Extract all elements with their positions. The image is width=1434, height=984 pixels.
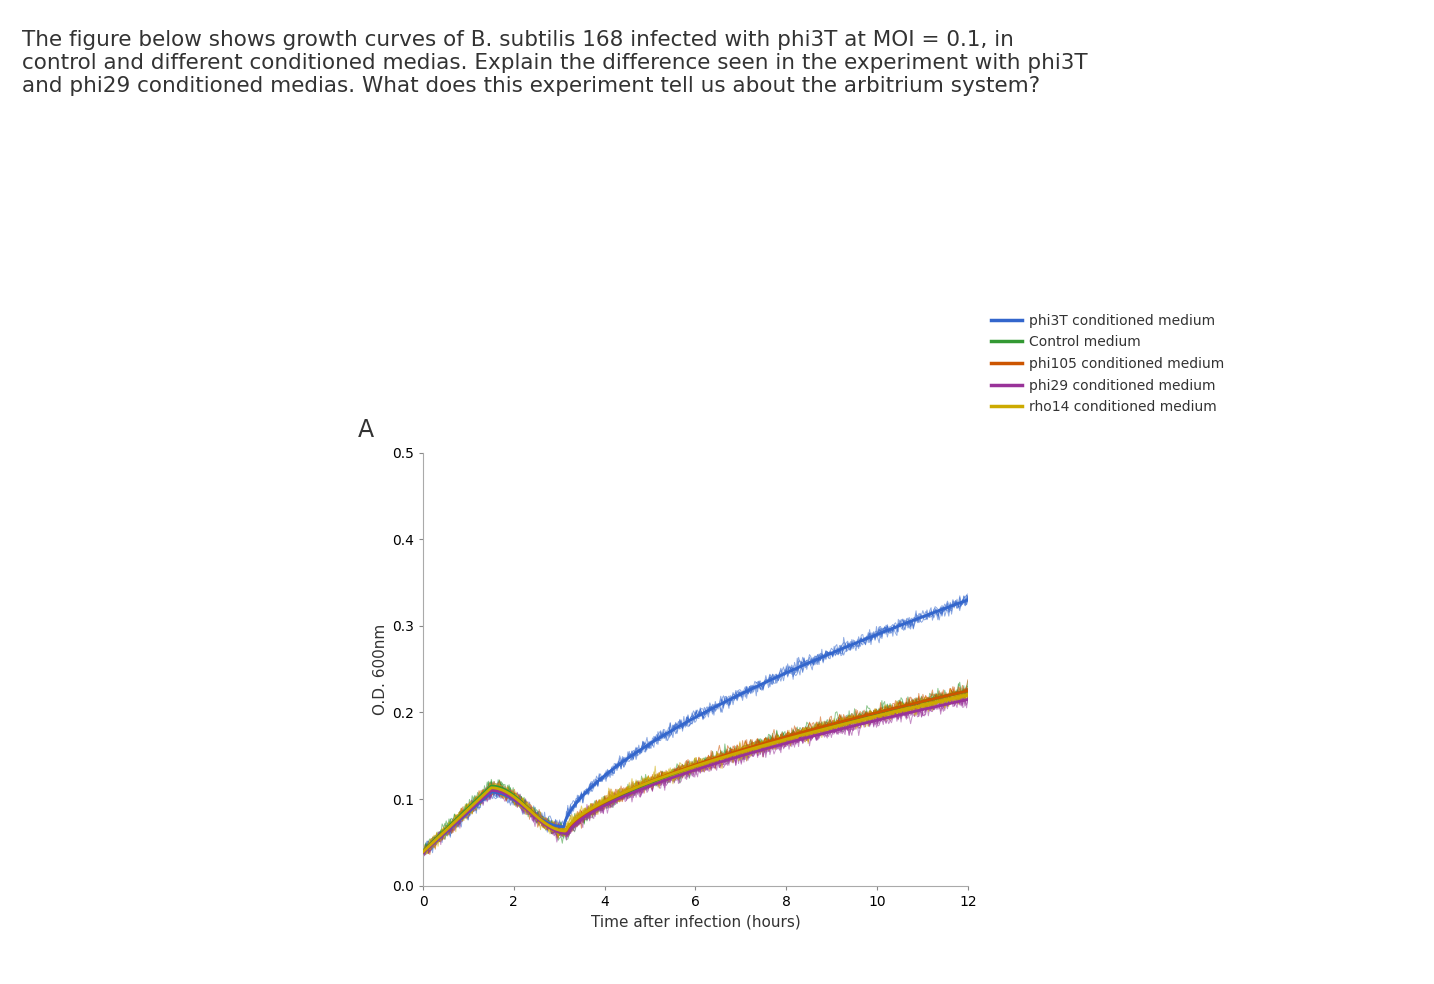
Text: The figure below shows growth curves of B. subtilis 168 infected with phi3T at M: The figure below shows growth curves of … bbox=[22, 30, 1087, 95]
X-axis label: Time after infection (hours): Time after infection (hours) bbox=[591, 914, 800, 929]
Text: A: A bbox=[357, 418, 374, 442]
Legend: phi3T conditioned medium, Control medium, phi105 conditioned medium, phi29 condi: phi3T conditioned medium, Control medium… bbox=[985, 308, 1229, 420]
Y-axis label: O.D. 600nm: O.D. 600nm bbox=[373, 624, 387, 714]
